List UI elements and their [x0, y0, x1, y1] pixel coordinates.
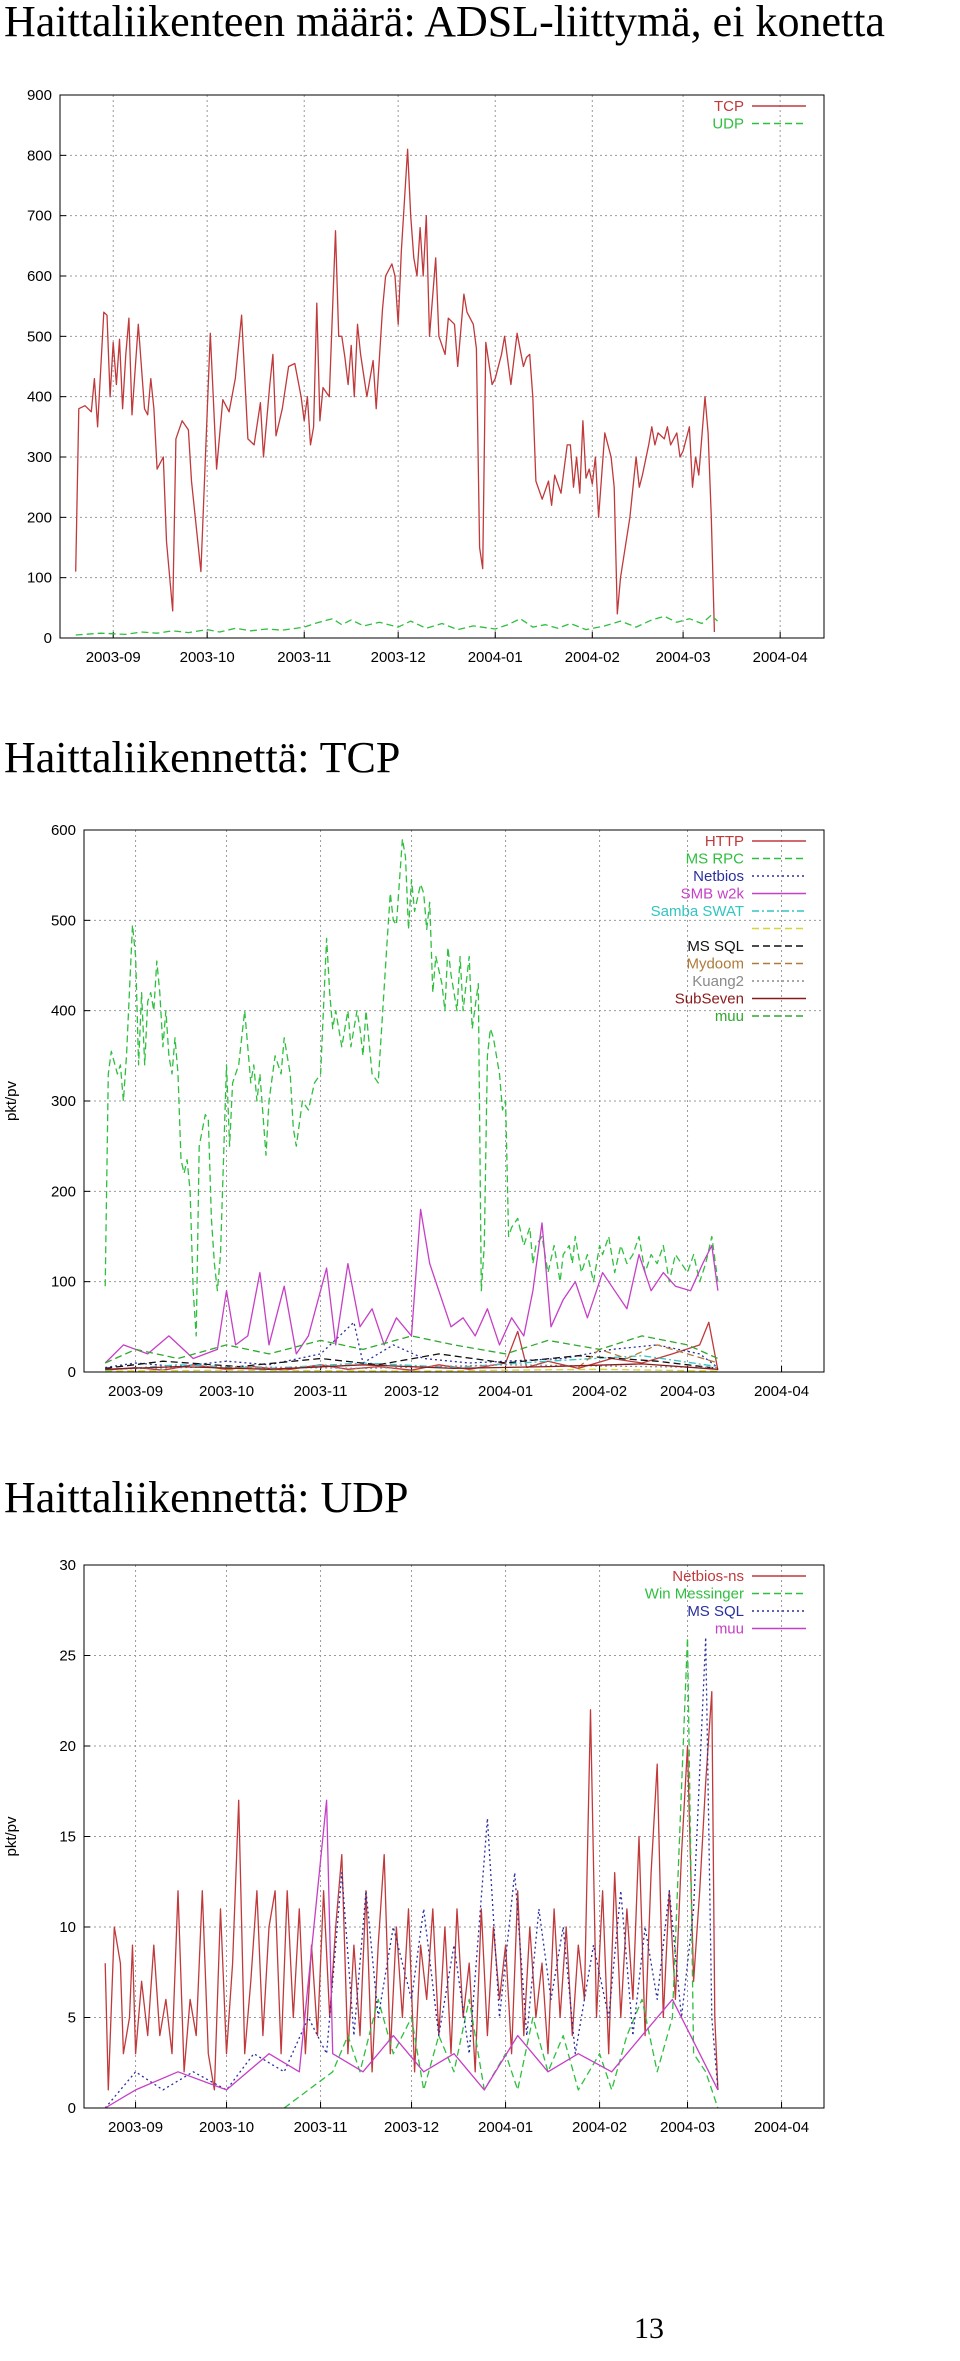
chart1-legend-label: TCP: [714, 98, 744, 115]
chart3-ytick-label: 15: [59, 1829, 76, 1846]
chart2-series-ms-rpc-line: [104, 838, 719, 1337]
chart2-xtick-label: 2003-09: [108, 1383, 163, 1400]
chart3-xtick-label: 2003-11: [294, 2119, 348, 2136]
chart2-legend-label: SubSeven: [675, 991, 744, 1008]
chart2-legend-label: Samba SWAT: [651, 903, 744, 920]
chart3-xtick-label: 2003-12: [384, 2119, 439, 2136]
chart1-title: Haittaliikenteen määrä: ADSL-liittymä, e…: [4, 0, 885, 46]
chart1-xtick-label: 2003-12: [371, 649, 426, 666]
chart2-xtick-label: 2004-02: [572, 1383, 627, 1400]
chart2-ytick-label: 600: [51, 822, 76, 839]
chart2-ytick-label: 300: [51, 1093, 76, 1110]
chart3-legend-label: MS SQL: [687, 1603, 744, 1620]
chart3-series-muu-line: [104, 1799, 719, 2109]
chart1-xtick-label: 2004-01: [468, 649, 523, 666]
chart3-ytick-label: 20: [59, 1738, 76, 1755]
chart2-ytick-label: 500: [51, 912, 76, 929]
chart2-series-mydoom-line: [577, 1344, 719, 1368]
chart2-legend-label: muu: [715, 1008, 744, 1025]
chart1-ytick-label: 100: [27, 570, 52, 587]
chart3-ytick-label: 30: [59, 1557, 76, 1574]
chart2-legend-label: Netbios: [693, 868, 744, 885]
chart1-ytick-label: 300: [27, 449, 52, 466]
chart3-svg: 0 5 10 15 20 25 30 2003-09 2003-10 2003-11 2003-12…: [3, 1557, 825, 2136]
chart2-xtick-label: 2004-04: [754, 1383, 809, 1400]
chart2-legend-label: Mydoom: [686, 956, 744, 973]
chart2-legend-label: SMB w2k: [681, 886, 745, 903]
chart1-xtick-label: 2003-09: [86, 649, 141, 666]
chart2-series-http-line: [105, 1321, 719, 1371]
chart1-svg: 0 100 200 300 400 500 600 700 800 900 2003-09 2003-…: [27, 87, 825, 666]
chart1-ytick-label: 500: [27, 328, 52, 345]
chart3-title: Haittaliikennettä: UDP: [4, 1473, 409, 1522]
chart3-ytick-label: 10: [59, 1919, 76, 1936]
chart3-ytick-label: 5: [68, 2010, 76, 2027]
chart2-ytick-label: 400: [51, 1003, 76, 1020]
chart2-ylabel: pkt/pv: [3, 1080, 20, 1121]
chart2-ytick-label: 200: [51, 1183, 76, 1200]
chart1-series-tcp-line: [75, 148, 716, 633]
chart1-xtick-label: 2003-11: [277, 649, 331, 666]
chart2-svg: 0 100 200 300 400 500 600 2003-09 2003-10 2003-11…: [3, 822, 825, 1400]
chart2-xtick-label: 2004-03: [660, 1383, 715, 1400]
chart1-ytick-label: 800: [27, 147, 52, 164]
chart2-legend-label: Kuang2: [692, 973, 744, 990]
chart3-xtick-label: 2004-01: [478, 2119, 533, 2136]
chart3-legend-label: muu: [715, 1621, 744, 1638]
chart1-series-udp-line: [75, 614, 718, 636]
chart1-ytick-label: 200: [27, 509, 52, 526]
chart2-xtick-label: 2003-11: [294, 1383, 348, 1400]
chart1-xtick-label: 2003-10: [180, 649, 235, 666]
chart3-xtick-label: 2003-09: [108, 2119, 163, 2136]
chart2-legend-label: HTTP: [705, 833, 744, 850]
chart1-ytick-label: 600: [27, 268, 52, 285]
chart3-legend-label: Netbios-ns: [672, 1568, 744, 1585]
chart1-ytick-label: 400: [27, 389, 52, 406]
chart3-series-win-messinger-line: [283, 1636, 719, 2109]
chart2-ytick-label: 0: [68, 1364, 76, 1381]
chart2-xtick-label: 2003-12: [384, 1383, 439, 1400]
chart1-legend-label: UDP: [712, 116, 744, 133]
chart2-series-subseven-line: [105, 1363, 718, 1370]
chart3-xtick-label: 2004-02: [572, 2119, 627, 2136]
chart3-xtick-label: 2003-10: [199, 2119, 254, 2136]
chart3-ytick-label: 25: [59, 1648, 76, 1665]
chart2-ytick-label: 100: [51, 1274, 76, 1291]
chart1-xtick-label: 2004-03: [656, 649, 711, 666]
chart3-legend-label: Win Messinger: [645, 1586, 744, 1603]
chart3-xtick-label: 2004-03: [660, 2119, 715, 2136]
chart1-ytick-label: 900: [27, 87, 52, 104]
chart2-series-muu-line: [104, 1335, 719, 1364]
chart3-ylabel: pkt/pv: [3, 1816, 20, 1857]
chart1-xtick-label: 2004-02: [565, 649, 620, 666]
chart1-xtick-label: 2004-04: [753, 649, 808, 666]
chart1-plot-frame: [59, 94, 825, 639]
chart2-series-netbios-line: [105, 1321, 719, 1369]
chart3-series-netbios-ns-line: [104, 1691, 719, 2091]
chart2-xtick-label: 2004-01: [478, 1383, 533, 1400]
page-number: 13: [634, 2312, 664, 2345]
chart2-series-samba-swat-line: [105, 1355, 718, 1371]
chart2-series-unnamed-line: [105, 1368, 718, 1372]
chart2-legend-label: MS RPC: [686, 851, 745, 868]
chart3-xtick-label: 2004-04: [754, 2119, 809, 2136]
chart2-series-smb-w2k-line: [104, 1208, 719, 1364]
chart3-ytick-label: 0: [68, 2100, 76, 2117]
chart3-series-ms-sql-line: [104, 1636, 719, 2109]
chart2-plot-frame: [83, 829, 825, 1373]
chart1-ytick-label: 0: [44, 630, 52, 647]
chart2-title: Haittaliikennettä: TCP: [4, 733, 401, 782]
chart3-plot-frame: [83, 1564, 825, 2109]
chart1-ytick-label: 700: [27, 208, 52, 225]
chart2-legend-label: MS SQL: [687, 938, 744, 955]
chart2-xtick-label: 2003-10: [199, 1383, 254, 1400]
